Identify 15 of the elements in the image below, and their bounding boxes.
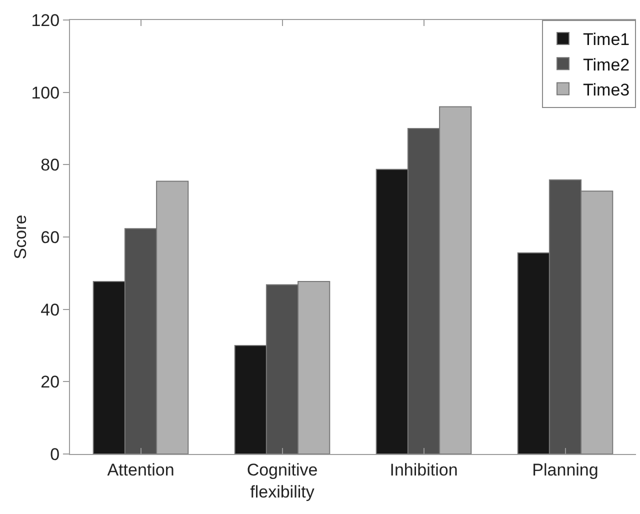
x-tick-label: Cognitive flexibility (246, 460, 318, 502)
x-tick-label: Planning (532, 460, 598, 480)
y-tick-label: 20 (40, 372, 60, 392)
y-axis-title: Score (11, 214, 30, 260)
legend-label: Time2 (583, 55, 630, 74)
x-tick-label: Attention (107, 460, 174, 480)
y-tick-label: 0 (50, 444, 60, 464)
y-tick-label: 80 (40, 156, 60, 175)
y-tick-label: 40 (40, 300, 60, 320)
legend-label: Time3 (583, 80, 630, 100)
legend-label: Time1 (583, 30, 630, 50)
y-tick-label: 100 (31, 83, 60, 102)
y-tick-label: 120 (31, 10, 60, 30)
y-tick-label: 60 (40, 228, 60, 247)
x-tick-label: Inhibition (390, 460, 458, 480)
